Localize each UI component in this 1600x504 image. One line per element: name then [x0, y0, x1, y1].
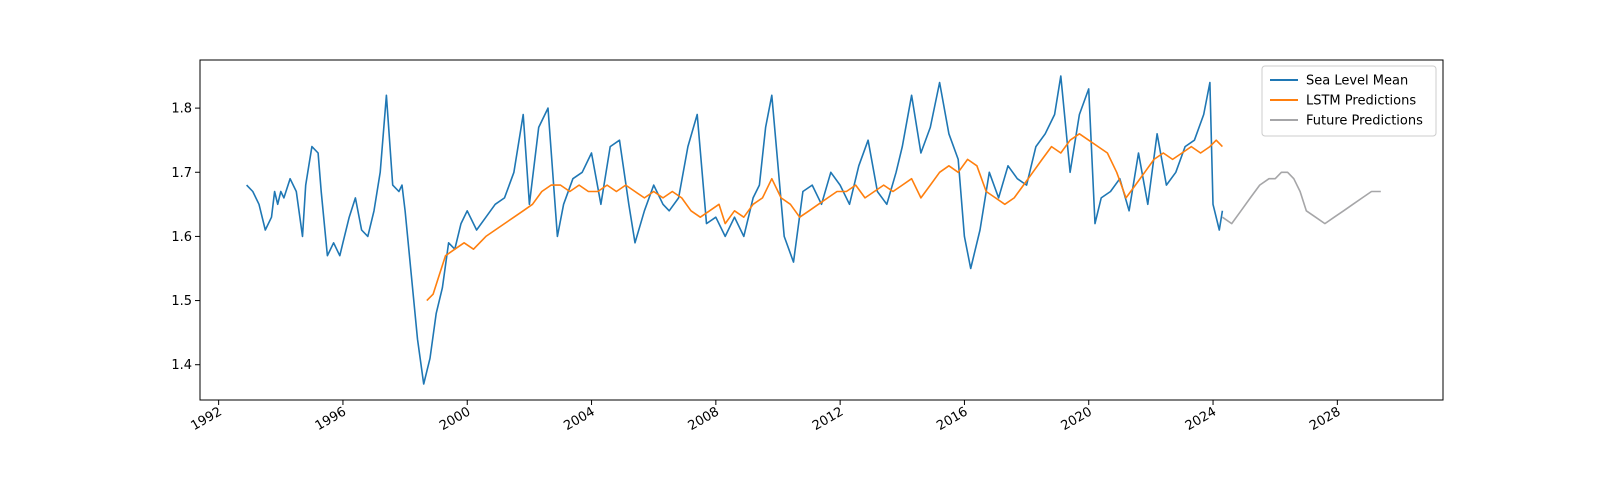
legend-label-2: Future Predictions — [1306, 114, 1423, 129]
x-tick-label: 2012 — [810, 404, 846, 434]
x-tick-label: 2004 — [561, 404, 597, 434]
x-tick-label: 2000 — [437, 404, 473, 434]
y-tick-label: 1.5 — [171, 294, 192, 309]
legend-label-1: LSTM Predictions — [1306, 94, 1416, 109]
y-axis: 1.4 1.5 1.6 1.7 1.8 — [171, 102, 200, 373]
x-tick-label: 2028 — [1307, 404, 1343, 434]
series-line-0 — [246, 75, 1224, 385]
series-layer — [246, 75, 1381, 385]
plot-frame — [199, 59, 1444, 401]
x-axis: 1992 1996 2000 2004 2008 2012 2016 2020 2024 2028 — [188, 400, 1343, 434]
legend-label-0: Sea Level Mean — [1306, 74, 1408, 89]
y-tick-label: 1.6 — [171, 230, 192, 245]
x-tick-label: 1996 — [313, 404, 349, 434]
y-tick-label: 1.7 — [171, 166, 192, 181]
legend-box — [1261, 65, 1437, 137]
y-tick-label: 1.8 — [171, 102, 192, 117]
legend: Sea Level Mean LSTM Predictions Future Pre… — [1261, 65, 1437, 137]
x-tick-label: 1992 — [188, 404, 224, 434]
x-tick-label: 2020 — [1059, 404, 1095, 434]
x-tick-label: 2016 — [934, 404, 970, 434]
series-line-1 — [426, 133, 1223, 302]
x-tick-label: 2008 — [686, 404, 722, 434]
y-tick-label: 1.4 — [171, 358, 192, 373]
series-line-2 — [1221, 171, 1381, 225]
x-tick-label: 2024 — [1183, 404, 1219, 434]
